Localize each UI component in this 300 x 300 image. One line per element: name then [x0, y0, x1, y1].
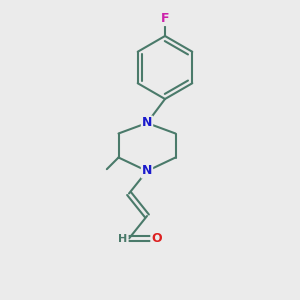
Text: F: F [161, 12, 169, 25]
Text: O: O [151, 232, 162, 245]
Text: N: N [142, 116, 152, 130]
Text: H: H [118, 233, 127, 244]
Text: N: N [142, 164, 152, 178]
